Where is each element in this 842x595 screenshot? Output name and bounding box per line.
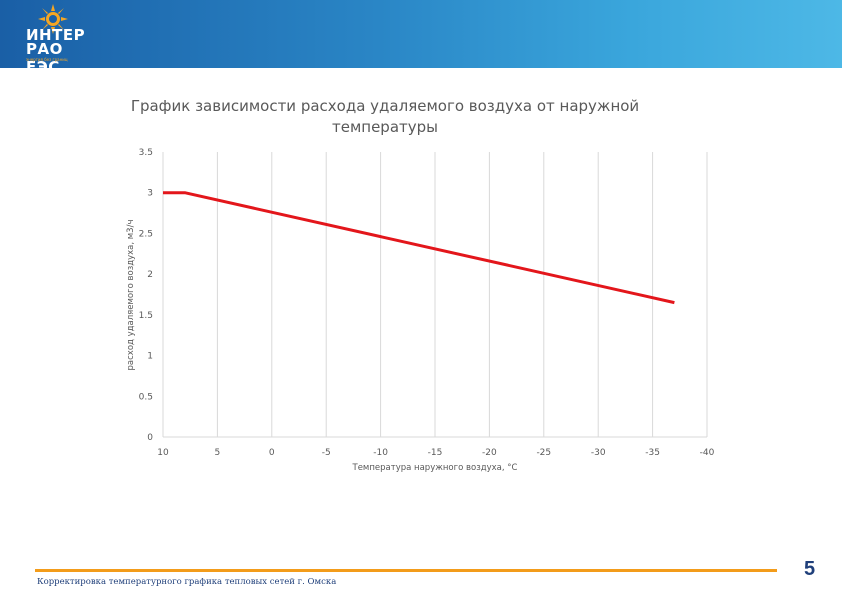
y-tick-label: 0 [147, 433, 153, 443]
y-tick-label: 1.5 [139, 311, 153, 321]
x-tick-label: 10 [157, 448, 169, 458]
footer-caption: Корректировка температурного графика теп… [37, 577, 337, 587]
footer-divider [35, 569, 777, 572]
y-tick-label: 3 [147, 189, 153, 199]
chart-title: График зависимости расхода удаляемого во… [130, 97, 640, 136]
page-number: 5 [804, 558, 816, 580]
company-logo: ИНТЕР РАО ЕЭС энергия без границ [18, 4, 98, 76]
x-tick-label: -5 [322, 448, 331, 458]
x-axis-ticks: 10 5 0 -5 -10 -15 -20 -25 -30 -35 -40 [157, 448, 714, 458]
y-tick-label: 3.5 [139, 148, 153, 158]
series-line [163, 191, 675, 305]
gridlines [162, 152, 708, 438]
x-tick-label: -10 [373, 448, 388, 458]
header-band [0, 0, 842, 68]
logo-text-line2: РАО ЕЭС [26, 40, 63, 76]
y-axis-ticks: 0 0.5 1 1.5 2 2.5 3 3.5 [139, 148, 154, 443]
x-tick-label: 0 [269, 448, 275, 458]
y-tick-label: 2 [147, 270, 153, 280]
x-tick-label: -30 [591, 448, 606, 458]
y-axis-label: расход удаляемого воздуха, м3/ч [126, 220, 136, 371]
x-tick-label: -20 [482, 448, 497, 458]
x-tick-label: 5 [215, 448, 221, 458]
y-tick-label: 0.5 [139, 392, 153, 402]
sun-icon [38, 4, 68, 34]
x-tick-label: -15 [428, 448, 443, 458]
series-lines [162, 191, 675, 305]
logo-tagline: энергия без границ [26, 57, 68, 62]
x-tick-label: -25 [536, 448, 551, 458]
y-tick-label: 1 [147, 352, 153, 362]
logo-text-line1: ИНТЕР [26, 26, 86, 44]
y-tick-label: 2.5 [139, 229, 153, 239]
x-tick-label: -40 [700, 448, 715, 458]
x-axis-label: Температура наружного воздуха, °С [352, 463, 518, 473]
x-tick-label: -35 [645, 448, 660, 458]
